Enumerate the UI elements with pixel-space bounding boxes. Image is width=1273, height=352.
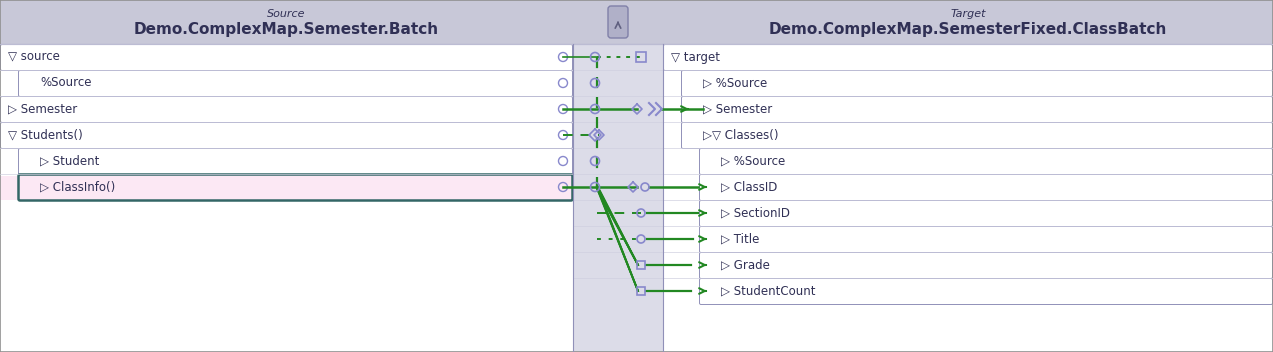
Bar [663,0,1273,44]
FancyBboxPatch shape [0,122,573,149]
FancyBboxPatch shape [699,226,1273,252]
Text: ▷ Grade: ▷ Grade [721,258,770,271]
Bar [663,98,1273,122]
Bar [636,287,645,295]
Text: ▽ Students(): ▽ Students() [8,128,83,142]
Text: ▷ Semester: ▷ Semester [703,102,773,115]
FancyBboxPatch shape [681,70,1273,96]
Bar [663,72,1273,96]
Bar [0,46,573,70]
Bar [663,176,1273,200]
Text: ▷ ClassInfo(): ▷ ClassInfo() [39,181,116,194]
Bar [573,0,663,44]
Bar [663,150,1273,174]
Text: Demo.ComplexMap.SemesterFixed.ClassBatch: Demo.ComplexMap.SemesterFixed.ClassBatch [769,22,1167,37]
Text: Target: Target [950,9,985,19]
Bar [0,0,573,44]
Bar [663,44,1273,352]
Text: ▷ StudentCount: ▷ StudentCount [721,284,816,297]
Bar [663,202,1273,226]
Text: ▷ SectionID: ▷ SectionID [721,207,791,220]
Bar [663,124,1273,148]
FancyBboxPatch shape [19,175,573,201]
Text: Demo.ComplexMap.Semester.Batch: Demo.ComplexMap.Semester.Batch [134,22,439,37]
Text: ▽ source: ▽ source [8,50,60,63]
FancyBboxPatch shape [0,44,573,70]
Text: ▷ %Source: ▷ %Source [703,76,768,89]
Bar [0,176,573,200]
FancyBboxPatch shape [699,175,1273,201]
Text: ▽ target: ▽ target [671,50,721,63]
Bar [663,46,1273,70]
FancyBboxPatch shape [681,96,1273,122]
FancyBboxPatch shape [699,278,1273,304]
Bar [0,44,573,352]
Text: ▷ ClassID: ▷ ClassID [721,181,778,194]
FancyBboxPatch shape [681,122,1273,149]
Text: ▷ Student: ▷ Student [39,155,99,168]
Text: ▷ %Source: ▷ %Source [721,155,785,168]
FancyBboxPatch shape [699,201,1273,226]
Text: ▷ Semester: ▷ Semester [8,102,78,115]
FancyBboxPatch shape [608,6,628,38]
Bar [0,98,573,122]
Bar [663,254,1273,278]
FancyBboxPatch shape [663,44,1273,70]
FancyBboxPatch shape [699,252,1273,278]
Bar [0,150,573,174]
Text: Source: Source [267,9,306,19]
Bar [663,280,1273,304]
Bar [663,228,1273,252]
Bar [573,44,663,352]
Text: %Source: %Source [39,76,92,89]
Bar [636,52,645,62]
Text: ▷ Title: ▷ Title [721,233,760,245]
Bar [636,261,645,269]
FancyBboxPatch shape [0,96,573,122]
FancyBboxPatch shape [19,149,573,175]
FancyBboxPatch shape [699,149,1273,175]
Bar [0,72,573,96]
Text: ▷▽ Classes(): ▷▽ Classes() [703,128,779,142]
FancyBboxPatch shape [19,70,573,96]
Bar [0,124,573,148]
